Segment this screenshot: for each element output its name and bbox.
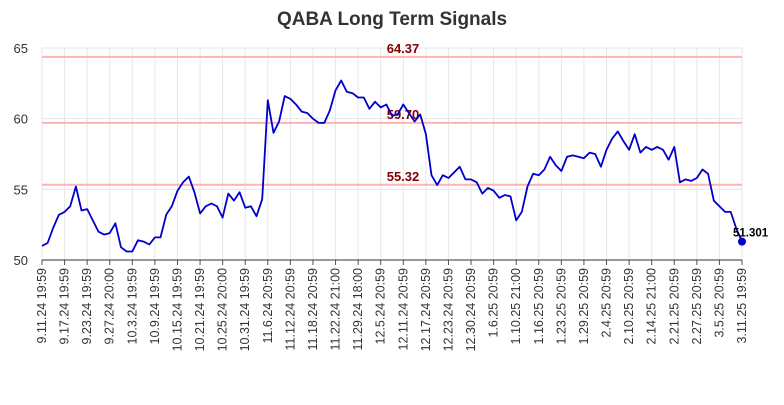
x-tick-label: 11.29.24 18:00 <box>351 268 365 351</box>
x-tick-label: 10.25.24 20:00 <box>216 268 230 351</box>
x-tick-label: 12.23.24 20:59 <box>441 268 455 351</box>
last-point-label: 51.301 <box>733 228 769 240</box>
x-tick-label: 11.18.24 20:59 <box>306 268 320 351</box>
x-tick-label: 9.27.24 20:00 <box>103 268 117 345</box>
reference-lines: 64.37 59.70 55.32 <box>42 41 742 186</box>
x-tick-label: 12.11.24 20:59 <box>396 268 410 351</box>
x-tick-label: 10.15.24 19:59 <box>170 268 184 351</box>
x-tick-label: 9.11.24 19:59 <box>35 268 49 344</box>
x-tick-label: 2.27.25 20:59 <box>690 268 704 345</box>
x-tick-label: 10.31.24 19:59 <box>238 268 252 351</box>
reference-line-label: 59.70 <box>387 107 420 122</box>
x-tick-label: 12.5.24 20:59 <box>374 268 388 345</box>
x-tick-label: 2.4.25 20:59 <box>600 268 614 338</box>
reference-line-label: 64.37 <box>387 41 420 56</box>
x-tick-label: 12.30.24 20:59 <box>464 268 478 351</box>
y-tick-label: 60 <box>14 112 28 127</box>
x-tick-label: 9.17.24 19:59 <box>58 268 72 345</box>
x-tick-label: 3.5.25 20:59 <box>712 268 726 338</box>
x-tick-label: 1.10.25 21:00 <box>509 268 523 345</box>
x-tick-label: 11.22.24 21:00 <box>329 268 343 351</box>
x-tick-label: 10.9.24 19:59 <box>148 268 162 345</box>
x-tick-label: 1.16.25 20:59 <box>532 268 546 345</box>
reference-line-label: 55.32 <box>387 169 420 184</box>
y-tick-label: 50 <box>14 253 28 268</box>
x-tick-label: 12.17.24 20:59 <box>419 268 433 351</box>
x-tick-label: 2.21.25 20:59 <box>667 268 681 345</box>
x-tick-label: 2.14.25 21:00 <box>645 268 659 345</box>
x-tick-label: 10.3.24 19:59 <box>125 268 139 345</box>
grid <box>41 47 743 261</box>
series-line <box>41 79 743 253</box>
chart-title: QABA Long Term Signals <box>277 9 507 30</box>
x-tick-label: 9.23.24 19:59 <box>80 268 94 345</box>
x-tick-label: 1.29.25 20:59 <box>577 268 591 345</box>
series: 51.301 <box>41 79 769 253</box>
x-tick-label: 10.21.24 19:59 <box>193 268 207 351</box>
x-tick-label: 3.11.25 19:59 <box>735 268 749 344</box>
x-tick-label: 1.23.25 20:59 <box>554 268 568 345</box>
axes: 9.11.24 19:59 9.17.24 19:59 9.23.24 19:59 9… <box>14 41 749 351</box>
x-tick-label: 11.6.24 20:59 <box>261 268 275 344</box>
x-tick-label: 11.12.24 20:59 <box>283 268 297 351</box>
last-point-marker <box>738 237 746 246</box>
y-tick-label: 55 <box>14 182 28 197</box>
y-tick-label: 65 <box>14 41 28 56</box>
x-tick-label: 1.6.25 20:59 <box>487 268 501 338</box>
x-tick-label: 2.10.25 20:59 <box>622 268 636 345</box>
